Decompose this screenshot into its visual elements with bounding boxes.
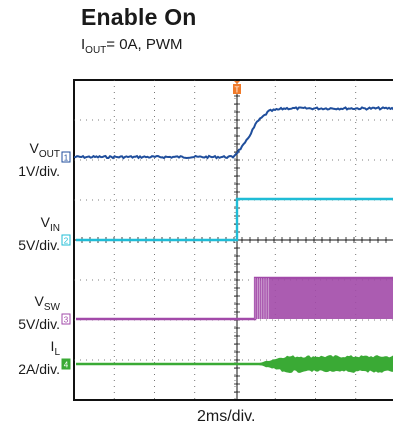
- il-ripple-band: [255, 355, 393, 373]
- vsw-label: VSW 5V/div.: [18, 293, 60, 332]
- x-axis-label: 2ms/div.: [197, 408, 256, 425]
- channel-4-marker: [61, 358, 71, 370]
- vout-label: VOUT 1V/div.: [18, 140, 60, 179]
- series-line-vin: [76, 197, 393, 242]
- channel-1-marker: [61, 151, 71, 163]
- channel-1-marker-label: 1: [64, 154, 69, 163]
- trigger-marker-label: T: [235, 86, 240, 95]
- channel-3-marker: [61, 313, 71, 325]
- trigger-marker: [233, 84, 241, 94]
- chart-subtitle: IOUT= 0A, PWM: [81, 36, 183, 56]
- chart-title: Enable On: [81, 4, 197, 30]
- channel-4-marker-label: 4: [64, 361, 69, 370]
- il-label: IL 2A/div.: [18, 338, 60, 377]
- channel-3-marker-label: 3: [64, 316, 69, 325]
- channel-2-marker-label: 2: [64, 237, 69, 246]
- trigger-arrow-icon: [234, 81, 240, 84]
- vsw-switching-band: [255, 277, 393, 319]
- series-line-vout: [73, 106, 393, 160]
- vin-label: VIN 5V/div.: [18, 214, 60, 253]
- channel-2-marker: [61, 234, 71, 246]
